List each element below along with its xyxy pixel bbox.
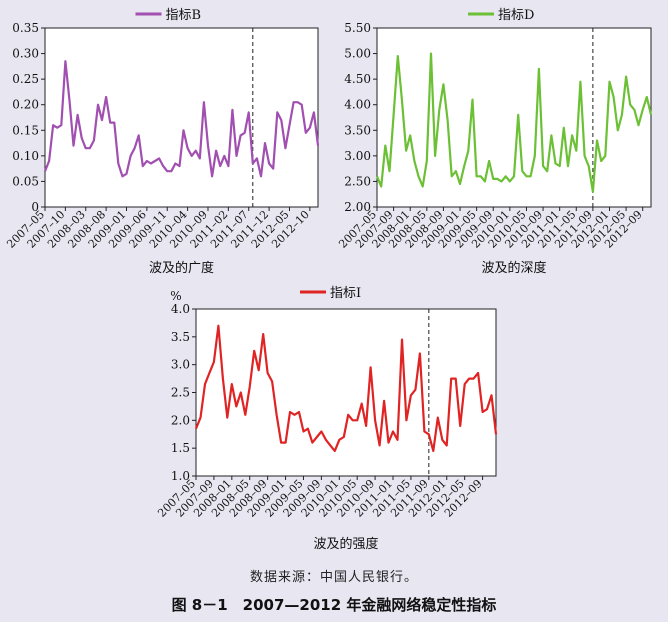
chart-panel-i: 1.01.52.02.53.03.54.02007–052007–092008–… [155,286,498,552]
y-tick-label: 2.5 [171,386,190,400]
plot-area [195,308,497,477]
y-tick-label: 2.0 [171,413,190,427]
y-unit-label: % [170,289,181,303]
y-tick-label: 4.0 [171,302,190,316]
y-tick-label: 0 [31,200,39,214]
y-tick-label: 3.0 [171,358,190,372]
y-tick-label: 0.15 [12,123,39,137]
legend-label: 指标B [166,8,202,23]
y-tick-label: 2.00 [344,200,371,214]
chart-panel-b: 00.050.100.150.200.250.300.352007–052007… [4,8,320,276]
y-tick-label: 1.5 [171,441,190,455]
y-tick-label: 4.00 [344,98,371,112]
series-line [375,52,653,193]
y-tick-label: 2.50 [344,174,371,188]
source-note: 数据来源：中国人民银行。 [249,570,418,585]
series-line [194,324,498,452]
y-tick-label: 0.25 [12,72,39,86]
y-tick-label: 0.10 [12,149,39,163]
y-tick-label: 3.50 [344,123,371,137]
y-tick-label: 5.50 [344,21,371,35]
chart-panel-d: 2.002.503.003.504.004.505.005.502007–052… [336,8,653,276]
y-tick-label: 0.30 [12,47,39,61]
x-axis-label: 波及的广度 [149,260,214,276]
y-tick-label: 0.05 [12,174,39,188]
y-tick-label: 1.0 [171,469,190,483]
y-tick-label: 4.50 [344,72,371,86]
legend-label: 指标I [330,286,361,301]
y-tick-label: 5.00 [344,47,371,61]
series-line [43,60,320,178]
legend-label: 指标D [498,8,534,23]
plot-area [376,27,652,208]
y-tick-label: 3.00 [344,149,371,163]
x-axis-label: 波及的强度 [313,536,378,552]
plot-area [44,27,319,208]
y-tick-label: 0.20 [12,98,39,112]
figure-title: 图 8－1 2007—2012 年金融网络稳定性指标 [171,596,497,614]
y-tick-label: 0.35 [12,21,39,35]
y-tick-label: 3.5 [171,330,190,344]
x-axis-label: 波及的深度 [481,260,546,276]
